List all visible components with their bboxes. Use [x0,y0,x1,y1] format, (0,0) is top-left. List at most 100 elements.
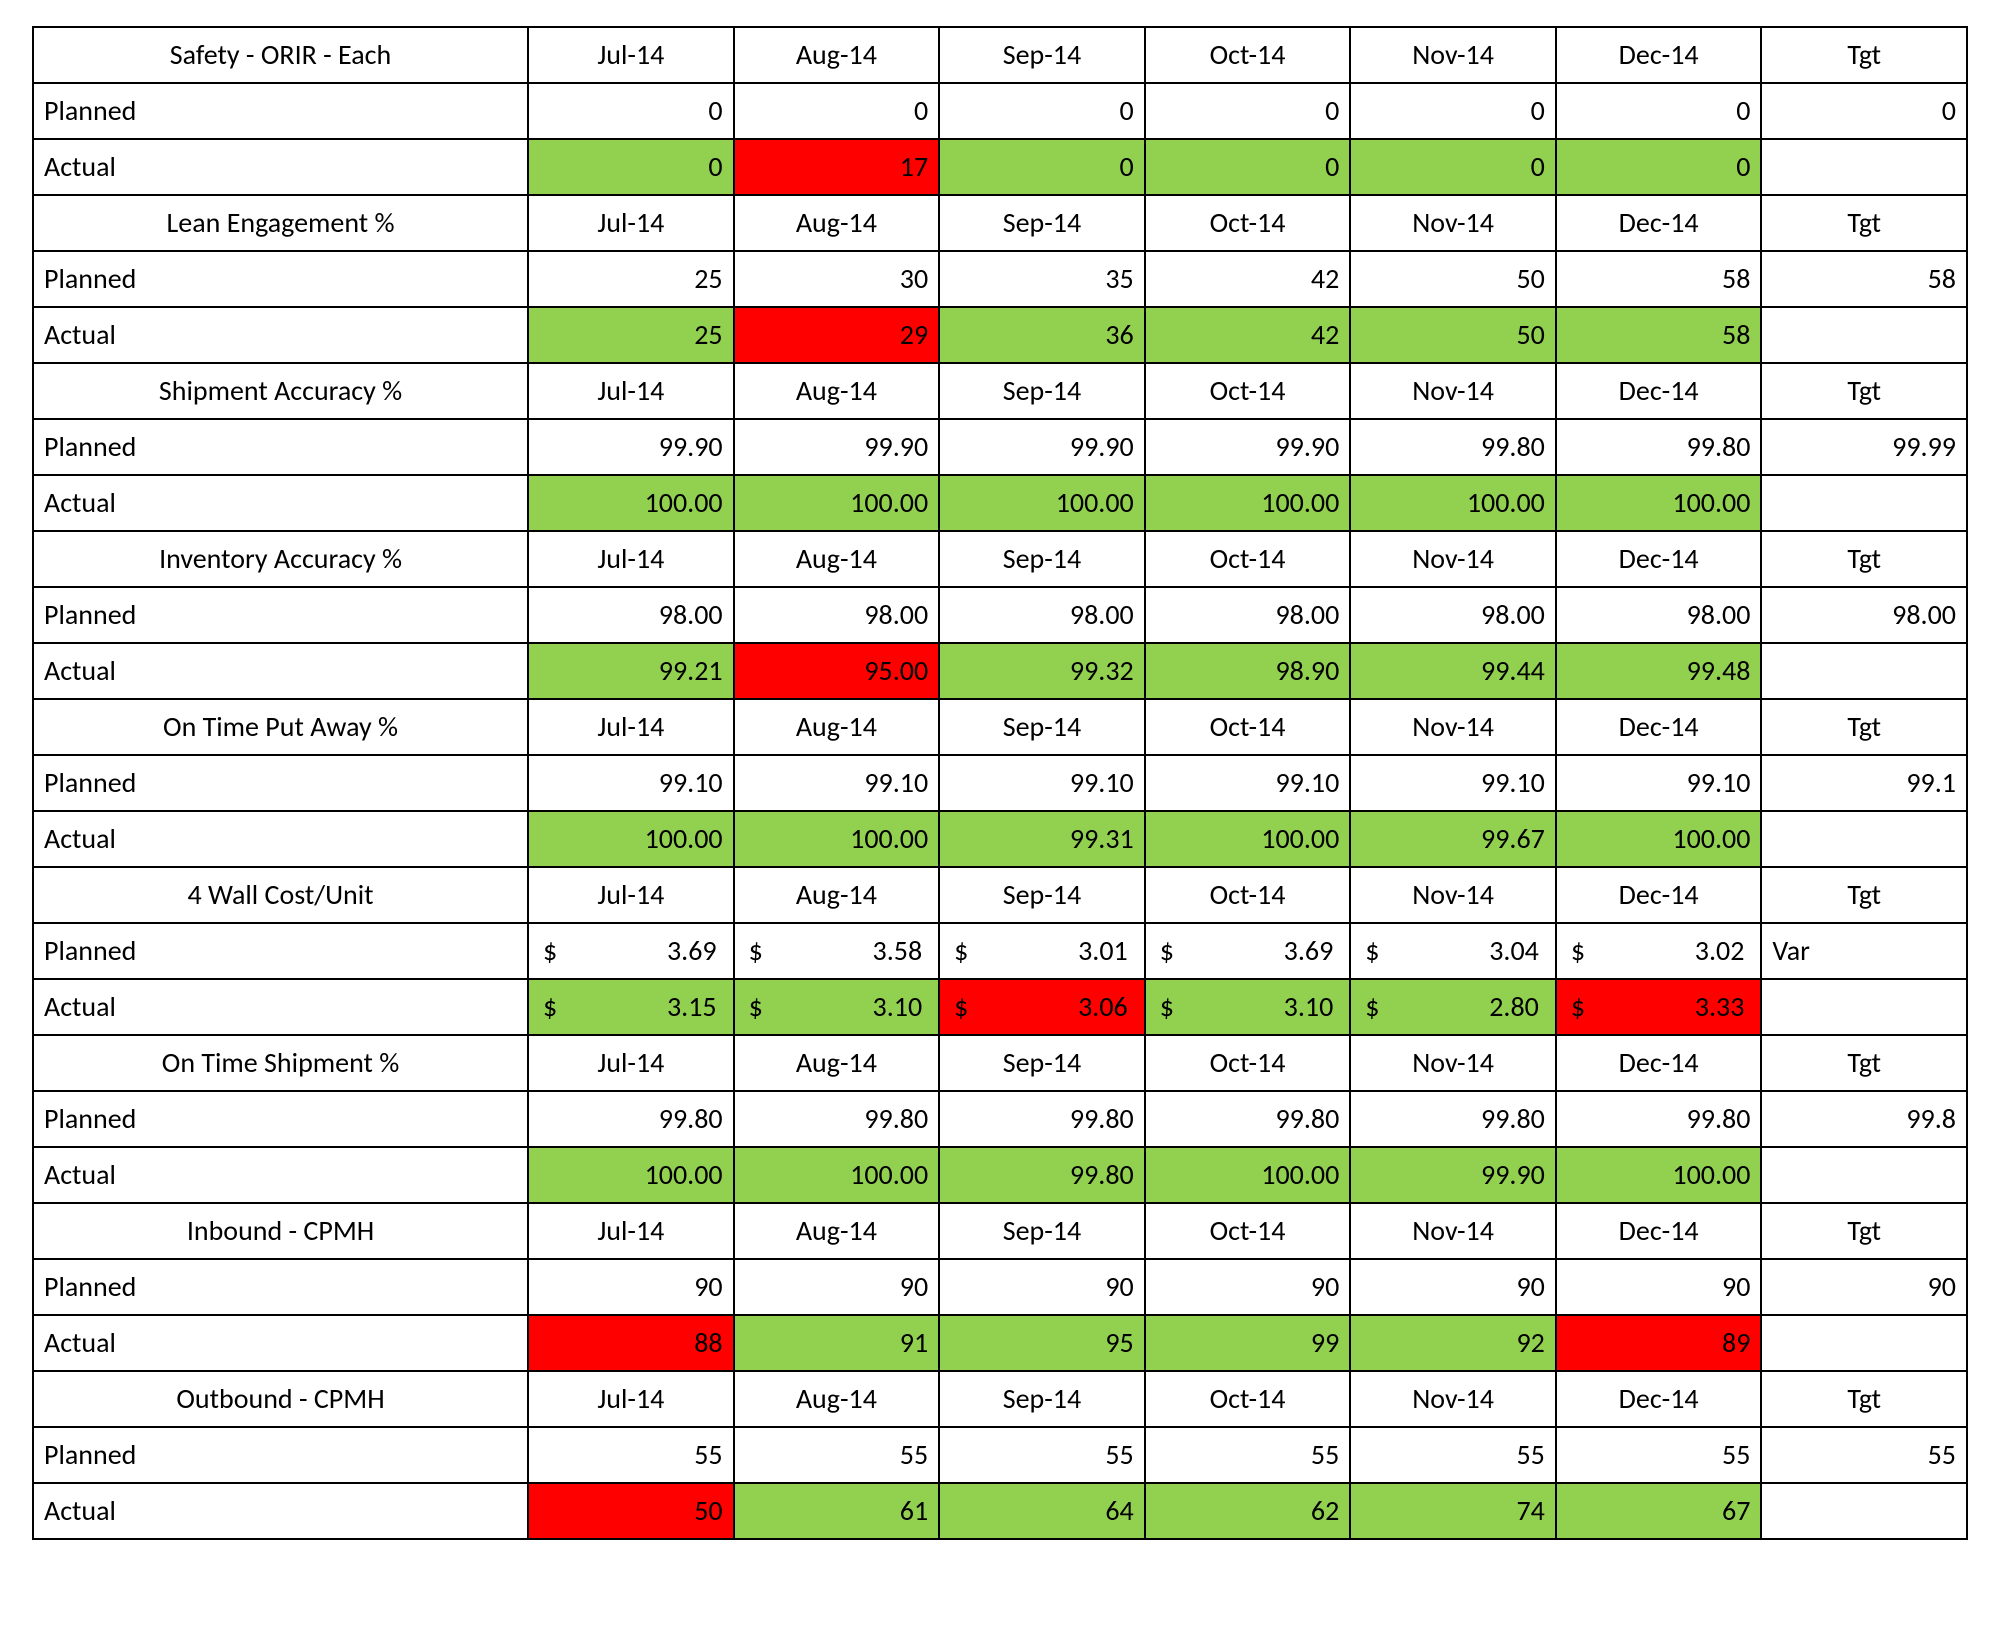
planned-cell: 0 [734,83,940,139]
col-header: Jul-14 [528,1371,734,1427]
actual-cell: 36 [939,307,1145,363]
row-label-actual: Actual [33,1315,528,1371]
col-header: Dec-14 [1556,1371,1762,1427]
actual-cell: 61 [734,1483,940,1539]
actual-cell: 99.48 [1556,643,1762,699]
actual-cell: 89 [1556,1315,1762,1371]
planned-row: Planned90909090909090 [33,1259,1967,1315]
section-header-row: Inbound - CPMHJul-14Aug-14Sep-14Oct-14No… [33,1203,1967,1259]
col-header: Tgt [1761,699,1967,755]
col-header: Oct-14 [1145,195,1351,251]
planned-cell: 25 [528,251,734,307]
col-header: Aug-14 [734,699,940,755]
planned-cell: 99.90 [1145,419,1351,475]
actual-cell: 100.00 [939,475,1145,531]
actual-row: Actual252936425058 [33,307,1967,363]
col-header: Dec-14 [1556,867,1762,923]
money-cell: $3.10 [1145,979,1351,1035]
planned-cell: 99.80 [734,1091,940,1147]
actual-cell: 100.00 [528,811,734,867]
col-header: Jul-14 [528,1203,734,1259]
section-title: On Time Put Away % [33,699,528,755]
actual-row: Actual100.00100.00100.00100.00100.00100.… [33,475,1967,531]
planned-cell: 99.90 [939,419,1145,475]
planned-cell: 90 [1761,1259,1967,1315]
planned-tgt: Var [1761,923,1967,979]
money-cell: $3.69 [1145,923,1351,979]
planned-cell: 98.00 [1350,587,1556,643]
money-cell: $3.58 [734,923,940,979]
section-header-row: On Time Put Away %Jul-14Aug-14Sep-14Oct-… [33,699,1967,755]
planned-cell: 55 [734,1427,940,1483]
actual-cell: 99.80 [939,1147,1145,1203]
actual-cell: 91 [734,1315,940,1371]
actual-cell: 74 [1350,1483,1556,1539]
row-label-actual: Actual [33,307,528,363]
actual-row: Actual100.00100.0099.80100.0099.90100.00 [33,1147,1967,1203]
planned-cell: 99.10 [939,755,1145,811]
col-header: Jul-14 [528,531,734,587]
col-header: Aug-14 [734,27,940,83]
planned-cell: 99.80 [1350,419,1556,475]
actual-cell: 99.44 [1350,643,1556,699]
section-title: On Time Shipment % [33,1035,528,1091]
col-header: Nov-14 [1350,363,1556,419]
col-header: Jul-14 [528,195,734,251]
actual-cell [1761,811,1967,867]
section-header-row: Inventory Accuracy %Jul-14Aug-14Sep-14Oc… [33,531,1967,587]
col-header: Oct-14 [1145,1371,1351,1427]
planned-cell: 98.00 [734,587,940,643]
section-title: Safety - ORIR - Each [33,27,528,83]
actual-cell: 100.00 [1350,475,1556,531]
planned-cell: 99.99 [1761,419,1967,475]
planned-cell: 98.00 [939,587,1145,643]
row-label-actual: Actual [33,1147,528,1203]
actual-cell: 100.00 [734,475,940,531]
planned-cell: 55 [1556,1427,1762,1483]
col-header: Tgt [1761,531,1967,587]
actual-cell: 17 [734,139,940,195]
planned-cell: 35 [939,251,1145,307]
col-header: Dec-14 [1556,27,1762,83]
col-header: Sep-14 [939,1371,1145,1427]
planned-cell: 0 [1556,83,1762,139]
planned-cell: 99.80 [1350,1091,1556,1147]
planned-cell: 99.80 [939,1091,1145,1147]
actual-cell: 50 [1350,307,1556,363]
actual-cell: 100.00 [1145,811,1351,867]
col-header: Jul-14 [528,867,734,923]
section-header-row: On Time Shipment %Jul-14Aug-14Sep-14Oct-… [33,1035,1967,1091]
col-header: Oct-14 [1145,363,1351,419]
actual-cell: 100.00 [734,1147,940,1203]
planned-cell: 0 [939,83,1145,139]
planned-cell: 99.80 [1145,1091,1351,1147]
planned-cell: 99.90 [528,419,734,475]
planned-cell: 99.10 [1350,755,1556,811]
section-title: Inbound - CPMH [33,1203,528,1259]
actual-cell: 99.90 [1350,1147,1556,1203]
section-title: Inventory Accuracy % [33,531,528,587]
actual-row: Actual889195999289 [33,1315,1967,1371]
actual-cell: 50 [528,1483,734,1539]
planned-cell: 0 [1761,83,1967,139]
planned-cell: 90 [528,1259,734,1315]
col-header: Aug-14 [734,1035,940,1091]
planned-cell: 58 [1761,251,1967,307]
col-header: Tgt [1761,1035,1967,1091]
col-header: Dec-14 [1556,531,1762,587]
col-header: Jul-14 [528,363,734,419]
actual-cell: 99.21 [528,643,734,699]
row-label-actual: Actual [33,643,528,699]
section-title: 4 Wall Cost/Unit [33,867,528,923]
col-header: Jul-14 [528,1035,734,1091]
col-header: Aug-14 [734,195,940,251]
actual-cell: 95.00 [734,643,940,699]
planned-cell: 98.00 [528,587,734,643]
planned-cell: 99.10 [528,755,734,811]
planned-cell: 0 [1145,83,1351,139]
kpi-table: Safety - ORIR - EachJul-14Aug-14Sep-14Oc… [32,26,1968,1540]
planned-cell: 99.10 [1556,755,1762,811]
planned-cell: 99.8 [1761,1091,1967,1147]
col-header: Sep-14 [939,1035,1145,1091]
actual-cell [1761,1147,1967,1203]
